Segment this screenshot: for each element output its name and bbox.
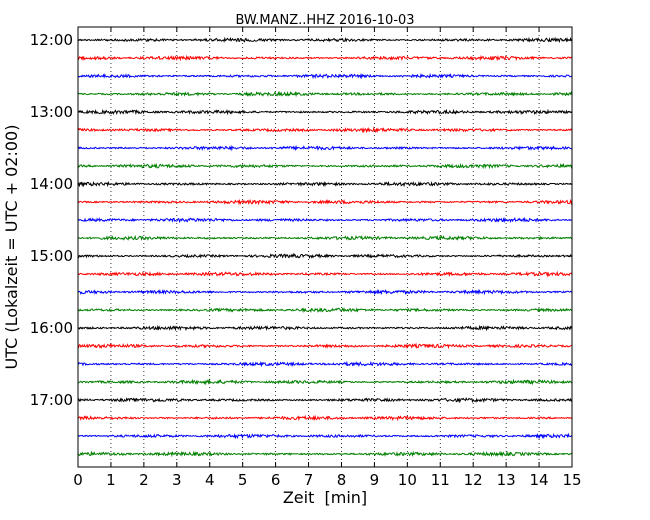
x-axis-label: Zeit [min] — [283, 488, 367, 507]
trace-1515 — [77, 270, 573, 278]
plot-frame — [77, 26, 573, 468]
trace-1300 — [77, 108, 573, 116]
x-tick-label: 9 — [370, 471, 380, 489]
x-tick-label: 3 — [172, 471, 182, 489]
x-tick-label: 13 — [497, 471, 516, 489]
trace-1545 — [77, 307, 573, 314]
x-tick-label: 4 — [205, 471, 215, 489]
grid-lines — [110, 27, 540, 467]
trace-1745 — [77, 450, 573, 458]
x-tick-label: 5 — [238, 471, 248, 489]
trace-1330 — [77, 144, 573, 152]
trace-1645 — [77, 378, 573, 386]
traces — [77, 36, 573, 458]
x-tick-label: 14 — [530, 471, 549, 489]
y-axis-label: UTC (Lokalzeit = UTC + 02:00) — [2, 125, 21, 370]
trace-1215 — [77, 54, 573, 62]
x-tick-label: 1 — [106, 471, 116, 489]
x-tick-label: 6 — [271, 471, 281, 489]
x-tick-label: 2 — [139, 471, 149, 489]
trace-1530 — [77, 288, 573, 296]
trace-1730 — [77, 432, 573, 440]
trace-1430 — [77, 216, 573, 224]
trace-1245 — [77, 90, 573, 98]
trace-1400 — [77, 180, 573, 188]
x-tick-label: 15 — [562, 471, 581, 489]
trace-1600 — [77, 324, 573, 332]
y-tick-label: 13:00 — [30, 103, 73, 121]
x-ticks: 0 1 2 3 4 5 6 7 8 9 10 11 12 13 14 15 — [73, 27, 582, 489]
trace-1630 — [77, 360, 573, 368]
trace-1500 — [77, 252, 573, 259]
trace-1200 — [77, 36, 573, 44]
y-tick-label: 15:00 — [30, 247, 73, 265]
trace-1445 — [77, 234, 573, 241]
trace-1615 — [77, 342, 573, 350]
x-tick-label: 12 — [464, 471, 483, 489]
chart-title: BW.MANZ..HHZ 2016-10-03 — [235, 13, 414, 28]
y-tick-label: 17:00 — [30, 391, 73, 409]
x-tick-label: 10 — [398, 471, 417, 489]
x-tick-label: 7 — [304, 471, 314, 489]
trace-1230 — [77, 72, 573, 80]
trace-1345 — [77, 162, 573, 170]
y-tick-label: 16:00 — [30, 319, 73, 337]
y-tick-label: 12:00 — [30, 31, 73, 49]
y-tick-label: 14:00 — [30, 175, 73, 193]
y-ticks: 12:00 13:00 14:00 15:00 16:00 17:00 — [30, 31, 572, 409]
trace-1415 — [77, 198, 573, 206]
trace-1315 — [77, 126, 573, 134]
trace-1700 — [77, 397, 573, 404]
trace-1715 — [77, 414, 573, 422]
x-tick-label: 0 — [73, 471, 83, 489]
x-tick-label: 11 — [431, 471, 450, 489]
x-tick-label: 8 — [337, 471, 347, 489]
